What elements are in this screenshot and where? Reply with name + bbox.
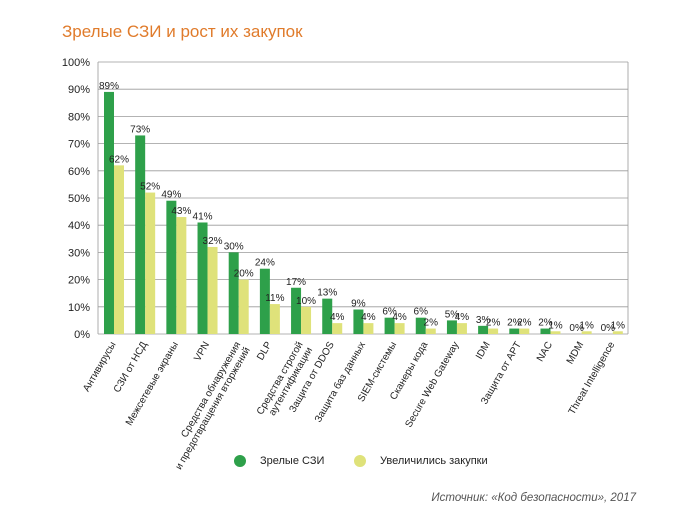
y-tick-label: 90% [68,84,90,96]
data-label-increased: 2% [424,318,439,329]
data-label-mature: 6% [414,307,429,318]
data-label-increased: 11% [265,293,284,304]
data-label-increased: 2% [486,318,501,329]
bar-mature [415,317,426,334]
data-label-mature: 3% [476,315,491,326]
bar-mature [104,91,114,334]
data-label-increased: 4% [361,312,376,323]
bar-mature [478,325,489,334]
bar-increased [394,323,405,334]
data-label-increased: 62% [109,154,129,165]
y-tick-label: 50% [68,193,90,205]
data-label-increased: 32% [203,236,223,247]
legend-swatch-increased [354,455,366,467]
bar-mature [353,309,364,334]
data-label-mature: 0% [569,323,584,334]
bar-increased [550,331,561,334]
data-label-increased: 20% [234,269,254,280]
x-tick-label: VPN [192,340,212,363]
bar-mature [291,287,302,334]
data-label-mature: 89% [99,81,119,92]
x-tick-label-line: DLP [255,340,274,363]
x-tick-label: Средства обнаруженияи предотвращения вто… [163,340,253,472]
legend-label-mature: Зрелые СЗИ [260,455,325,467]
data-label-increased: 1% [611,320,626,331]
bar-increased [269,304,280,334]
y-tick-label: 30% [68,247,90,259]
bar-increased [519,328,530,334]
bar-increased [301,306,312,334]
data-label-mature: 24% [255,258,275,269]
data-label-mature: 13% [317,288,337,299]
data-label-mature: 9% [351,299,366,310]
y-tick-label: 60% [68,166,90,178]
bar-increased [207,246,218,334]
y-tick-label: 10% [68,302,90,314]
x-tick-label: IDM [474,340,493,361]
data-label-mature: 30% [224,241,244,252]
y-tick-label: 20% [68,275,90,287]
data-label-increased: 43% [171,206,191,217]
legend-label-increased: Увеличились закупки [380,455,488,467]
bar-increased [332,323,343,334]
bar-increased [612,331,623,334]
chart-title: Зрелые СЗИ и рост их закупок [62,22,303,41]
bar-mature [135,135,146,334]
data-label-mature: 2% [538,318,553,329]
legend-item-mature: Зрелые СЗИ [234,455,324,467]
data-label-mature: 41% [193,211,213,222]
legend-item-increased: Увеличились закупки [354,455,488,467]
bar-mature [228,252,239,334]
data-label-mature: 73% [130,124,150,135]
source-note: Источник: «Код безопасности», 2017 [431,492,636,504]
x-tick-label-line: Средства обнаружения [179,340,244,440]
bar-increased [488,328,499,334]
y-tick-label: 100% [62,57,90,69]
y-tick-label: 80% [68,111,90,123]
bar-mature [197,222,208,334]
bar-increased [456,323,467,334]
data-label-mature: 6% [382,307,397,318]
data-label-increased: 1% [548,320,563,331]
bar-mature [166,200,177,334]
y-tick-label: 0% [74,329,90,341]
data-label-mature: 2% [507,318,522,329]
x-tick-label-line: VPN [192,340,212,363]
bar-mature [322,298,333,334]
data-label-mature: 17% [286,277,306,288]
x-tick-label: NAC [535,340,555,364]
data-label-mature: 5% [445,309,460,320]
data-label-increased: 1% [579,320,594,331]
bar-mature [446,320,457,334]
data-label-increased: 4% [330,312,345,323]
bar-mature [384,317,395,334]
y-tick-label: 40% [68,220,90,232]
data-label-mature: 0% [601,323,616,334]
bar-increased [145,192,156,334]
x-tick-label-line: и предотвращения вторжений [174,346,253,472]
bar-mature [259,268,270,334]
legend-swatch-mature [234,455,246,467]
bar-mature [540,328,551,334]
bar-increased [114,165,124,334]
x-tick-label: MDM [565,340,586,366]
bar-increased [176,217,187,334]
bar-increased [238,279,249,334]
x-tick-label: DLP [255,340,274,363]
x-tick-label-line: MDM [565,340,586,366]
y-tick-label: 70% [68,139,90,151]
data-label-increased: 10% [296,296,316,307]
data-label-mature: 49% [161,190,181,201]
data-label-increased: 2% [517,318,532,329]
bar-increased [425,328,436,334]
bar-increased [363,323,374,334]
bar-mature [509,328,520,334]
bar-increased [581,331,592,334]
x-tick-label-line: NAC [535,340,555,364]
x-tick-label-line: IDM [474,340,493,361]
data-label-increased: 52% [140,182,160,193]
data-label-increased: 4% [455,312,470,323]
data-label-increased: 4% [392,312,407,323]
